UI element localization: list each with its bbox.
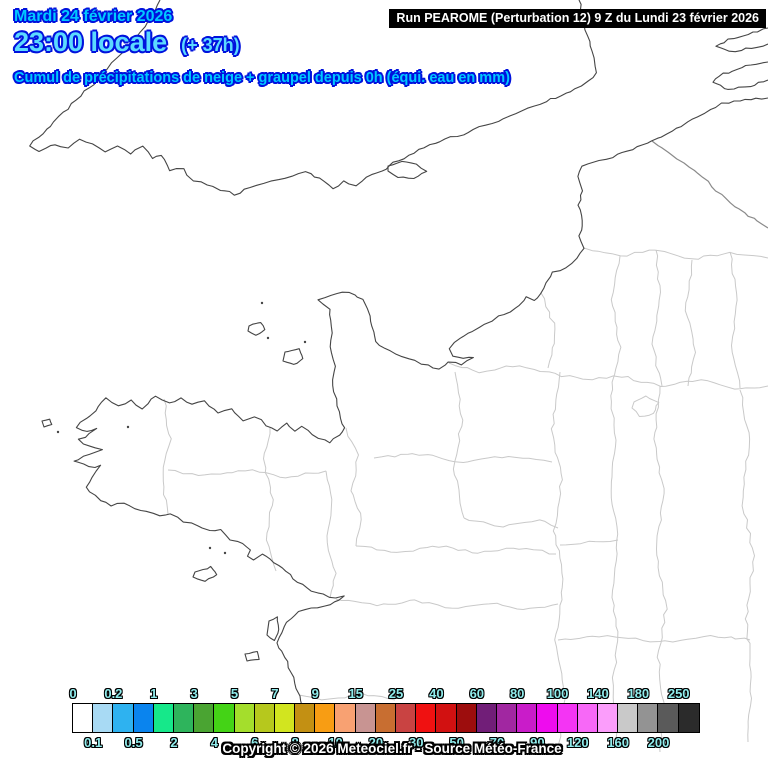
model-run-banner: Run PEAROME (Perturbation 12) 9 Z du Lun…	[389, 9, 766, 28]
scale-value-100: 100	[546, 686, 569, 701]
legend-cell	[274, 704, 296, 732]
islet-dot	[223, 551, 227, 555]
legend-cell	[173, 704, 195, 732]
scale-value-5: 5	[230, 686, 239, 701]
department-borders	[162, 247, 768, 753]
legend-cell	[476, 704, 497, 732]
scale-value-40: 40	[429, 686, 444, 701]
islets	[56, 301, 307, 555]
legend-cell	[597, 704, 619, 732]
coastline	[29, 0, 768, 707]
scale-value-7: 7	[271, 686, 279, 701]
local-time: 23:00 locale	[14, 27, 168, 57]
scale-value-10: 10	[328, 735, 343, 750]
scale-value-30: 30	[408, 735, 424, 750]
scale-value-120: 120	[566, 735, 589, 750]
scale-value-200: 200	[647, 735, 670, 750]
scale-value-2: 2	[170, 735, 178, 750]
scale-value-250: 250	[667, 686, 690, 701]
islet-dot	[56, 430, 60, 434]
legend-cell	[234, 704, 255, 732]
parameter-title: Cumul de précipitations de neige + graup…	[14, 70, 510, 86]
islet-dot	[126, 425, 130, 429]
legend-cell	[194, 704, 215, 732]
legend-cell	[214, 704, 235, 732]
copyright-notice: Copyright © 2026 Meteociel.fr - Source M…	[222, 741, 562, 756]
legend-cell	[93, 704, 114, 732]
legend-cell	[658, 704, 679, 732]
legend-cell	[73, 704, 94, 732]
islet-dot	[260, 301, 264, 305]
scale-value-60: 60	[469, 686, 485, 701]
legend-cell	[315, 704, 336, 732]
legend-cell	[456, 704, 477, 732]
legend-cell	[496, 704, 518, 732]
legend-cell	[396, 704, 417, 732]
forecast-offset: (+ 37h)	[181, 35, 240, 55]
scale-value-0.1: 0.1	[84, 735, 103, 750]
precipitation-color-scale	[72, 703, 700, 733]
legend-cell	[678, 704, 699, 732]
scale-value-1: 1	[150, 686, 158, 701]
legend-cell	[153, 704, 174, 732]
legend-cell	[577, 704, 598, 732]
scale-value-6: 6	[251, 735, 259, 750]
scale-value-9: 9	[311, 686, 319, 701]
scale-value-90: 90	[530, 735, 545, 750]
scale-value-50: 50	[449, 735, 464, 750]
scale-value-25: 25	[388, 686, 404, 701]
scale-value-0.5: 0.5	[124, 735, 143, 750]
legend-cell	[618, 704, 639, 732]
scale-value-180: 180	[627, 686, 650, 701]
time-label: 23:00 locale (+ 37h)	[14, 27, 240, 58]
legend-cell	[375, 704, 396, 732]
legend-cell	[436, 704, 457, 732]
scale-value-4: 4	[210, 735, 218, 750]
islet-dot	[208, 546, 212, 550]
legend-cell	[416, 704, 437, 732]
legend-cell	[517, 704, 538, 732]
legend-cell	[537, 704, 558, 732]
scale-value-0: 0	[69, 686, 77, 701]
scale-value-160: 160	[607, 735, 629, 750]
date-label: Mardi 24 février 2026	[14, 8, 173, 25]
scale-value-140: 140	[587, 686, 609, 701]
legend-cell	[335, 704, 356, 732]
scale-value-8: 8	[291, 735, 299, 750]
legend-cell	[355, 704, 376, 732]
legend-cell	[254, 704, 275, 732]
islet-dot	[266, 336, 270, 340]
country-border	[651, 140, 768, 229]
scale-value-70: 70	[489, 735, 505, 750]
scale-value-15: 15	[348, 686, 363, 701]
scale-value-0.2: 0.2	[104, 686, 123, 701]
legend-cell	[113, 704, 134, 732]
legend-cell	[295, 704, 316, 732]
legend-cell	[638, 704, 659, 732]
scale-value-80: 80	[509, 686, 525, 701]
scale-value-3: 3	[190, 686, 198, 701]
legend-cell	[557, 704, 578, 732]
scale-value-20: 20	[368, 735, 384, 750]
islet-dot	[303, 340, 307, 344]
legend-cell	[133, 704, 154, 732]
